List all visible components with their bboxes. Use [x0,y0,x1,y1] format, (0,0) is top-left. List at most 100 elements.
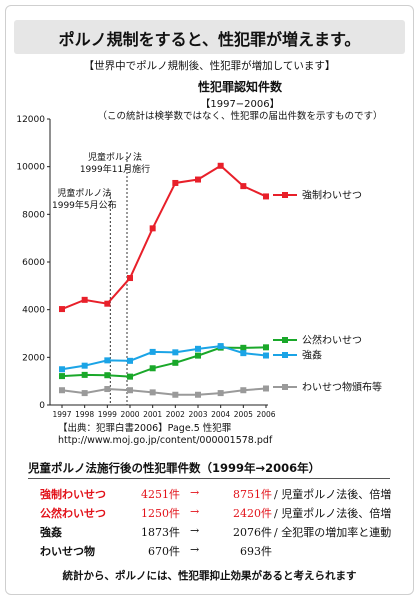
legend-marker [282,384,288,390]
data-point [59,387,65,394]
conclusion-text: 統計から、ポルノには、性犯罪抑止効果があると考えられます [62,570,357,582]
legend-label: わいせつ物頒布等 [302,381,382,394]
data-point [217,162,224,169]
data-point [217,343,224,350]
data-point [81,390,88,397]
x-tick-label: 2003 [188,410,207,419]
chart-title: 性犯罪認知件数 [197,80,282,94]
y-tick-label: 12000 [16,115,45,125]
data-point [59,366,65,373]
chart-note: （この統計は検挙数ではなく、性犯罪の届出件数を示すものです） [97,111,383,122]
annotation-promulgated-line1: 児童ポルノ法 [57,187,111,199]
stats-divider [28,478,390,479]
data-point [127,373,133,380]
data-point [127,357,133,364]
data-point [195,391,201,398]
data-point [104,300,111,307]
stats-row-label: 公然わいせつ [40,507,106,520]
data-point [172,391,179,398]
data-point [263,193,269,200]
source-citation: 【出典：犯罪白書2006】Page.5 性犯罪 [58,423,232,434]
y-tick-label: 0 [39,401,45,411]
x-tick-label: 2006 [256,410,275,419]
legend-label: 公然わいせつ [302,334,362,347]
stats-row-arrow: → [190,505,200,518]
data-point [127,387,133,394]
series-line [61,346,267,378]
data-point [172,359,179,366]
data-point [195,176,201,183]
stats-row-note: / 全犯罪の増加率と連動 [274,526,392,539]
data-point [263,344,269,351]
data-point [149,389,156,396]
legend-label: 強姦 [302,349,322,362]
data-point [240,183,247,190]
stats-row-arrow: → [190,543,200,556]
stats-row-label: わいせつ物 [40,545,95,558]
stats-row-arrow: → [190,486,200,499]
data-point [149,225,156,232]
headline: ポルノ規制をすると、性犯罪が増えます。 [58,30,361,49]
data-point [240,350,247,357]
data-point [217,390,224,397]
series-line [61,345,267,371]
stats-row-arrow: → [190,524,200,537]
x-tick-label: 1998 [75,410,94,419]
data-point [263,385,269,392]
data-point [104,357,111,364]
stats-row-note: / 児童ポルノ法後、倍増 [274,488,392,501]
x-tick-label: 2005 [234,410,253,419]
data-point [81,371,88,378]
x-tick-label: 2004 [211,410,230,419]
data-point [240,387,247,394]
x-tick-label: 2002 [166,410,185,419]
legend-marker [282,337,288,343]
stats-row-from: 1250件 [141,507,180,520]
x-tick-label: 1999 [98,410,117,419]
headline-banner [14,20,405,54]
stats-row-from: 4251件 [141,488,180,501]
data-point [172,349,179,356]
data-point [149,348,156,355]
data-point [59,306,65,313]
data-point [81,362,88,369]
subheadline: 【世界中でポルノ規制後、性犯罪が増加しています】 [83,60,336,72]
data-point [149,365,156,372]
x-tick-label: 2001 [143,410,162,419]
y-tick-label: 10000 [16,163,45,173]
data-point [240,344,247,351]
data-point [195,352,201,359]
stats-row-to: 693件 [240,545,272,558]
data-point [263,352,269,359]
data-point [127,275,133,282]
data-point [104,372,111,379]
poster-frame [5,5,414,595]
stats-title: 児童ポルノ法施行後の性犯罪件数（1999年→2006年） [28,461,321,475]
legend-marker [282,192,288,198]
y-tick-label: 8000 [22,210,45,220]
stats-row-from: 1873件 [141,526,180,539]
data-point [59,373,65,380]
data-point [104,386,111,393]
stats-row-label: 強姦 [40,526,62,539]
annotation-enforced-line2: 1999年11月施行 [80,163,150,175]
stats-row-to: 2076件 [233,526,272,539]
stats-row-to: 2420件 [233,507,272,520]
series-line [61,387,267,396]
stats-row-label: 強制わいせつ [40,488,106,501]
data-point [81,296,88,303]
y-tick-label: 4000 [22,306,45,316]
x-tick-label: 1997 [52,410,71,419]
chart-subtitle: 【1997−2006】 [200,99,280,110]
x-tick-label: 2000 [120,410,139,419]
annotation-enforced-line1: 児童ポルノ法 [88,151,142,163]
data-point [172,179,179,186]
source-url: http://www.moj.go.jp/content/000001578.p… [58,435,273,446]
data-point [195,345,201,352]
y-tick-label: 6000 [22,258,45,268]
annotation-promulgated-line2: 1999年5月公布 [52,199,117,211]
y-tick-label: 2000 [22,353,45,363]
series-line [61,164,267,310]
stats-row-to: 8751件 [233,488,272,501]
